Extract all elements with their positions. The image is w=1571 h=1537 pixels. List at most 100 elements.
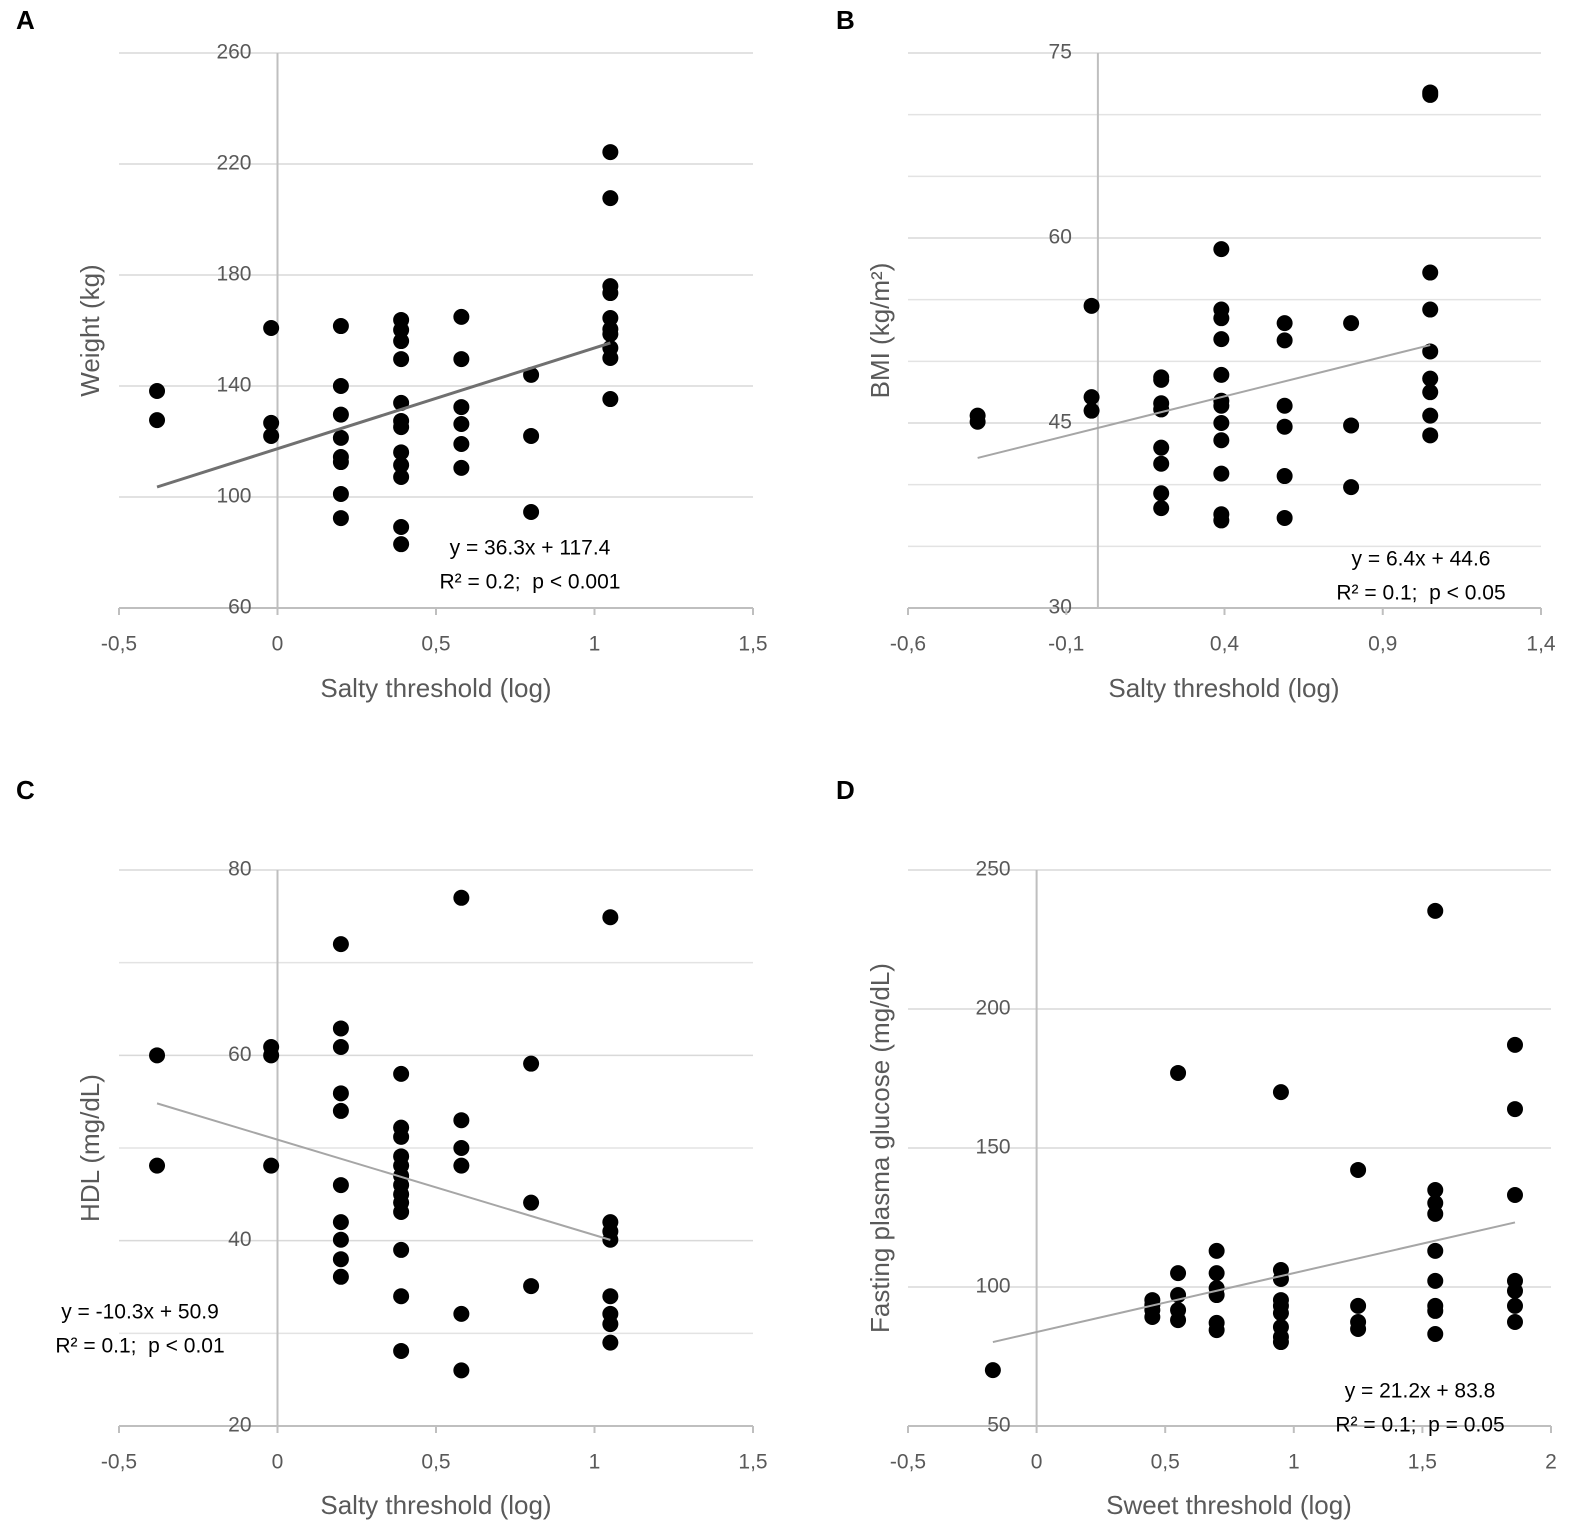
- data-point: [453, 889, 470, 906]
- data-point: [1427, 1302, 1444, 1319]
- data-point: [1427, 1272, 1444, 1289]
- data-point: [1083, 297, 1100, 314]
- data-point: [332, 1268, 349, 1285]
- x-axis-title: Salty threshold (log): [1108, 673, 1339, 703]
- data-point: [1213, 397, 1230, 414]
- data-point: [602, 285, 619, 302]
- data-point: [602, 391, 619, 408]
- x-tick-label: 0: [1031, 1451, 1043, 1474]
- data-point: [1427, 1242, 1444, 1259]
- data-point: [332, 1102, 349, 1119]
- data-point: [332, 510, 349, 527]
- data-point: [602, 909, 619, 926]
- x-tick-label: 0: [272, 633, 284, 656]
- data-point: [1213, 366, 1230, 383]
- x-tick-label: 1,5: [738, 633, 767, 656]
- panel-label: C: [16, 775, 35, 805]
- x-tick-label: 2: [1545, 1451, 1557, 1474]
- data-point: [1422, 370, 1439, 387]
- x-tick-label: 1,5: [738, 1451, 767, 1474]
- data-point: [1343, 479, 1360, 496]
- data-point: [332, 378, 349, 394]
- annotation: R² = 0.1; p = 0.05: [1335, 1414, 1504, 1437]
- data-point: [393, 469, 410, 486]
- data-point: [523, 503, 540, 520]
- data-point: [523, 1278, 540, 1295]
- data-point: [149, 382, 166, 399]
- data-point: [1350, 1297, 1367, 1314]
- panel-label: D: [836, 775, 855, 805]
- data-point: [1422, 343, 1439, 360]
- data-point: [602, 144, 619, 161]
- y-axis-title: HDL (mg/dL): [75, 1074, 105, 1222]
- x-tick-label: 1,5: [1408, 1451, 1437, 1474]
- data-point: [393, 518, 410, 535]
- data-point: [453, 1112, 470, 1129]
- data-point: [602, 349, 619, 366]
- data-point: [453, 1157, 470, 1174]
- y-tick-label: 100: [976, 1275, 1011, 1298]
- data-point: [332, 485, 349, 502]
- data-point: [1276, 315, 1293, 332]
- data-point: [453, 1362, 470, 1379]
- data-point: [453, 308, 470, 325]
- y-tick-label: 80: [228, 858, 251, 881]
- data-point: [332, 1020, 349, 1037]
- data-point: [969, 413, 986, 430]
- x-tick-label: 1: [589, 633, 601, 656]
- data-point: [1272, 1305, 1289, 1322]
- panel-label: B: [836, 5, 855, 35]
- data-point: [393, 419, 410, 436]
- x-tick-label: 0: [272, 1451, 284, 1474]
- x-tick-label: 0,5: [421, 633, 450, 656]
- y-tick-label: 180: [216, 263, 251, 286]
- data-point: [393, 444, 410, 461]
- data-point: [1170, 1064, 1187, 1081]
- x-tick-label: 0,4: [1210, 633, 1240, 656]
- data-point: [1422, 427, 1439, 444]
- x-tick-label: -0,5: [101, 633, 137, 656]
- y-tick-label: 150: [976, 1136, 1011, 1159]
- data-point: [1350, 1161, 1367, 1178]
- y-tick-label: 50: [987, 1414, 1010, 1437]
- data-point: [1422, 86, 1439, 103]
- trendline: [992, 1221, 1516, 1344]
- data-point: [393, 351, 410, 368]
- data-point: [602, 1316, 619, 1333]
- x-tick-label: -0,5: [101, 1451, 137, 1474]
- data-point: [1208, 1322, 1225, 1339]
- data-point: [1427, 1181, 1444, 1198]
- data-point: [393, 333, 410, 350]
- y-tick-label: 250: [976, 858, 1011, 881]
- annotation: R² = 0.1; p < 0.01: [55, 1335, 224, 1358]
- data-point: [263, 1047, 280, 1064]
- y-tick-label: 30: [1049, 596, 1072, 619]
- data-point: [332, 1251, 349, 1268]
- data-point: [332, 454, 349, 471]
- y-tick-label: 200: [976, 997, 1011, 1020]
- data-point: [1208, 1265, 1225, 1282]
- x-axis-title: Salty threshold (log): [320, 673, 551, 703]
- panel-label: A: [16, 5, 35, 35]
- data-point: [393, 1128, 410, 1145]
- data-point: [332, 1231, 349, 1248]
- data-point: [1144, 1309, 1161, 1326]
- data-point: [453, 1305, 470, 1322]
- data-point: [149, 412, 166, 429]
- x-tick-label: -0,6: [890, 633, 926, 656]
- data-point: [602, 326, 619, 343]
- data-point: [393, 457, 410, 474]
- data-point: [1506, 1282, 1523, 1299]
- data-point: [1083, 402, 1100, 419]
- data-point: [1506, 1036, 1523, 1053]
- data-point: [1272, 1334, 1289, 1351]
- data-point: [1350, 1320, 1367, 1337]
- data-point: [1213, 432, 1230, 449]
- data-point: [393, 1065, 410, 1082]
- data-point: [1153, 371, 1170, 388]
- data-point: [263, 1157, 280, 1174]
- data-point: [984, 1362, 1001, 1379]
- data-point: [602, 1288, 619, 1305]
- data-point: [1170, 1265, 1187, 1282]
